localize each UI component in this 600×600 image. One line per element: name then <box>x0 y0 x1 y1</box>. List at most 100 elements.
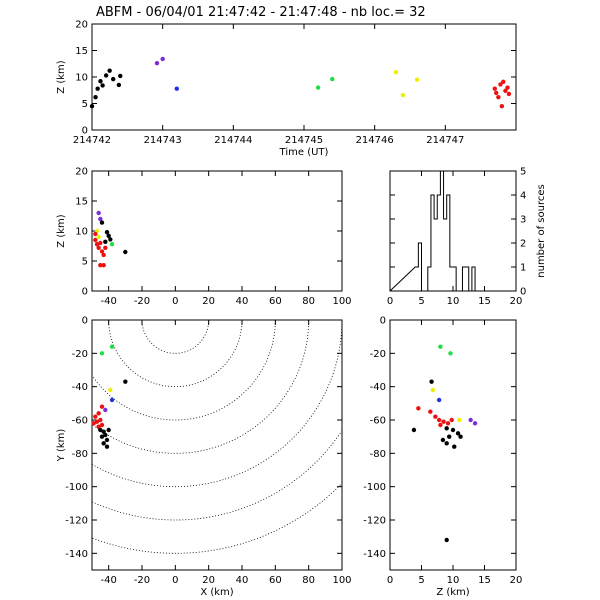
x-tick-label: -40 <box>100 575 116 586</box>
y-axis-label: number of sources <box>536 184 547 277</box>
data-point <box>106 427 111 433</box>
data-point <box>452 444 457 449</box>
data-point <box>444 441 449 446</box>
y-tick-label: 1 <box>520 263 526 274</box>
data-point <box>499 103 505 109</box>
data-point <box>109 397 115 403</box>
y-tick-label: -140 <box>363 549 386 560</box>
x-tick-label: 40 <box>236 575 249 586</box>
data-point <box>108 387 113 393</box>
data-point <box>101 252 106 258</box>
data-point <box>98 427 103 433</box>
x-tick-label: 214743 <box>144 135 182 146</box>
data-point <box>503 88 508 93</box>
data-point <box>444 537 449 543</box>
x-tick-label: 80 <box>302 575 315 586</box>
y-tick-label: -60 <box>370 416 386 427</box>
y-tick-label: -40 <box>72 382 88 393</box>
data-point <box>100 83 105 88</box>
data-point <box>98 417 103 423</box>
x-tick-label: 214747 <box>426 135 464 146</box>
y-tick-label: -120 <box>363 516 386 527</box>
x-axis-label: Z (km) <box>436 587 469 598</box>
range-ring <box>92 320 276 421</box>
y-tick-label: -20 <box>370 349 386 360</box>
y-tick-label: -140 <box>65 549 88 560</box>
data-point <box>160 56 165 62</box>
y-tick-label: -20 <box>72 349 88 360</box>
panel-time-z: 214742 214743 214744 214745 214746 214747 0 5 10… <box>56 20 517 158</box>
data-point <box>93 231 98 237</box>
data-point <box>455 431 461 436</box>
histogram-outline <box>389 170 516 292</box>
panel-x-z: -40 -20 0 20 40 60 80 100 0 5 10 15 20 Z (km) <box>56 167 352 308</box>
data-point <box>492 86 497 91</box>
y-tick-label: -60 <box>72 416 88 427</box>
data-point <box>107 68 112 73</box>
y-tick-label: 0 <box>380 316 386 327</box>
data-point <box>447 434 452 439</box>
data-point <box>96 411 101 416</box>
y-tick-label: 15 <box>75 197 88 208</box>
x-tick-label: 15 <box>478 575 491 586</box>
plot-frame <box>91 319 343 571</box>
y-tick-label: 5 <box>82 99 88 110</box>
data-point <box>438 344 443 349</box>
data-point <box>111 76 116 82</box>
x-tick-label: 20 <box>202 296 215 307</box>
data-point <box>436 397 442 403</box>
data-point <box>101 441 106 446</box>
data-point <box>109 344 115 349</box>
x-tick-label: 214746 <box>356 135 394 146</box>
data-point <box>93 94 98 100</box>
y-tick-label: 2 <box>520 239 526 250</box>
data-point <box>330 76 335 82</box>
data-point <box>118 73 123 79</box>
y-tick-label: 10 <box>75 73 88 84</box>
plot-frame <box>91 23 517 131</box>
data-point <box>104 444 110 449</box>
data-point <box>99 249 105 254</box>
data-point <box>106 233 111 238</box>
x-tick-label: 214745 <box>285 135 323 146</box>
x-tick-label: 20 <box>510 296 523 307</box>
x-tick-label: 20 <box>510 575 523 586</box>
data-point <box>494 90 499 96</box>
histogram-bin <box>444 219 447 291</box>
data-point <box>94 242 100 247</box>
y-tick-label: 4 <box>520 191 526 202</box>
histogram-bin <box>415 267 418 291</box>
x-tick-label: 0 <box>172 296 178 307</box>
data-point <box>416 406 421 411</box>
data-point <box>430 387 436 393</box>
y-tick-label: 20 <box>75 167 88 178</box>
data-point <box>393 70 399 75</box>
x-tick-label: -40 <box>100 296 116 307</box>
data-point <box>448 351 453 356</box>
y-axis-label: Z (km) <box>56 60 67 93</box>
x-tick-label: 15 <box>478 296 491 307</box>
data-point <box>429 379 434 384</box>
x-tick-label: 100 <box>332 575 351 586</box>
panel-z-y: 0 5 10 15 20 -140 -120 -100 -80 -60 -40 -20 0 Z (km) <box>363 316 522 599</box>
data-point <box>103 245 108 250</box>
x-tick-label: 214742 <box>73 135 111 146</box>
data-point <box>91 421 96 426</box>
data-point <box>103 432 108 438</box>
data-point <box>174 86 179 91</box>
data-point <box>315 85 321 90</box>
y-tick-label: -80 <box>72 449 88 460</box>
data-point <box>104 230 110 235</box>
y-tick-label: 20 <box>75 20 88 31</box>
x-tick-label: 0 <box>387 575 393 586</box>
y-tick-label: 10 <box>75 227 88 238</box>
y-tick-label: -40 <box>370 382 386 393</box>
data-point <box>103 239 108 244</box>
x-tick-label: 214744 <box>214 135 252 146</box>
y-tick-label: 5 <box>82 257 88 268</box>
data-point <box>506 91 512 97</box>
x-tick-label: -20 <box>134 575 150 586</box>
x-tick-label: 60 <box>269 575 282 586</box>
data-point <box>104 437 110 443</box>
